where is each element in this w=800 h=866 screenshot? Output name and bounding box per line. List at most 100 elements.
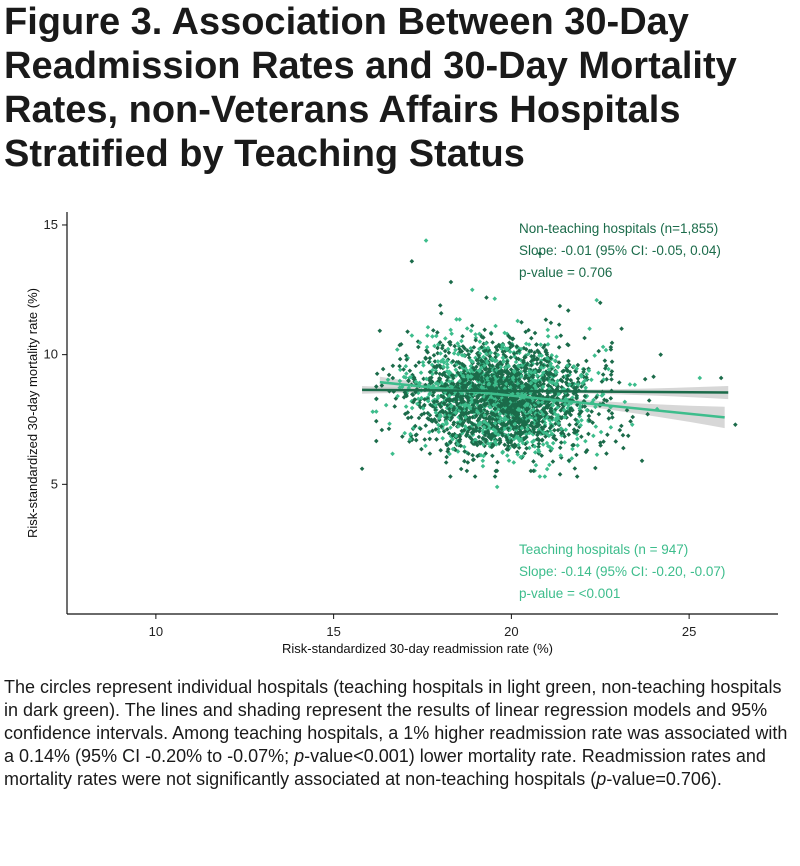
non-teaching-point — [544, 376, 550, 382]
non-teaching-point — [425, 350, 430, 355]
non-teaching-point — [478, 440, 484, 445]
non-teaching-point — [437, 371, 443, 377]
non-teaching-point — [482, 401, 487, 406]
non-teaching-point — [571, 427, 577, 432]
non-teaching-point — [473, 383, 478, 388]
teaching-point — [482, 412, 487, 418]
non-teaching-point — [447, 339, 453, 345]
non-teaching-point — [401, 394, 407, 400]
teaching-point — [502, 405, 508, 410]
non-teaching-point — [405, 415, 411, 421]
non-teaching-point — [457, 434, 463, 439]
teaching-point — [424, 376, 429, 382]
non-teaching-point — [559, 384, 565, 390]
non-teaching-point — [464, 468, 470, 474]
non-teaching-point — [478, 370, 484, 376]
non-teaching-point — [505, 414, 511, 419]
teaching-point — [565, 405, 570, 411]
non-teaching-point — [533, 393, 539, 398]
non-teaching-point — [527, 348, 532, 354]
non-teaching-point — [507, 345, 513, 351]
non-teaching-point — [500, 381, 506, 387]
non-teaching-point — [516, 348, 522, 354]
teaching-point — [495, 432, 501, 437]
non-teaching-point — [440, 343, 446, 348]
non-teaching-point — [476, 374, 481, 379]
non-teaching-point — [487, 366, 492, 372]
non-teaching-point — [584, 358, 589, 364]
non-teaching-point — [517, 424, 523, 430]
non-teaching-point — [469, 436, 474, 442]
teaching-point — [583, 385, 589, 391]
non-teaching-point — [541, 377, 547, 383]
teaching-point — [632, 382, 638, 388]
teaching-point — [494, 358, 499, 363]
non-teaching-point — [530, 424, 535, 430]
points-layer — [359, 238, 738, 490]
non-teaching-point — [448, 417, 453, 422]
non-teaching-point — [581, 367, 587, 372]
non-teaching-point — [430, 403, 435, 409]
non-teaching-point — [490, 442, 496, 447]
teaching-point — [409, 333, 415, 338]
non-teaching-point — [449, 391, 455, 396]
non-teaching-point — [438, 311, 444, 316]
teaching-point — [499, 342, 504, 348]
x-tick-label: 15 — [326, 624, 340, 639]
teaching-point — [444, 405, 450, 411]
non-teaching-point — [512, 404, 518, 410]
teaching-point — [477, 421, 483, 427]
teaching-point — [502, 376, 508, 382]
teaching-point — [458, 403, 463, 408]
teaching-point — [589, 400, 595, 405]
non-teaching-point — [438, 424, 444, 429]
non-teaching-point — [469, 391, 474, 397]
non-teaching-point — [604, 377, 609, 382]
teaching-annotation-line2: Slope: -0.14 (95% CI: -0.20, -0.07) — [519, 564, 725, 579]
non-teaching-point — [466, 398, 472, 404]
teaching-point — [491, 374, 497, 380]
teaching-point — [540, 384, 546, 390]
non-teaching-point — [442, 348, 448, 354]
non-teaching-point — [582, 393, 588, 399]
non-teaching-point — [549, 423, 554, 429]
non-teaching-point — [530, 382, 536, 388]
teaching-point — [552, 358, 558, 364]
non-teaching-point — [609, 377, 614, 382]
teaching-point — [550, 440, 556, 446]
teaching-point — [468, 370, 474, 375]
non-teaching-point — [571, 442, 576, 448]
non-teaching-point — [519, 319, 524, 325]
teaching-point — [405, 355, 411, 361]
non-teaching-point — [511, 351, 517, 357]
non-teaching-point — [545, 393, 550, 399]
non-teaching-point — [514, 356, 519, 361]
teaching-point — [553, 418, 559, 423]
non-teaching-point — [512, 443, 518, 448]
non-teaching-point — [415, 339, 421, 344]
teaching-point — [562, 440, 567, 445]
non-teaching-point — [541, 345, 546, 350]
non-teaching-point — [562, 434, 567, 439]
teaching-point — [493, 376, 499, 382]
non-teaching-point — [536, 429, 542, 435]
non-teaching-point — [536, 414, 542, 420]
non-teaching-point — [452, 343, 458, 349]
teaching-point — [528, 409, 534, 414]
teaching-point — [435, 359, 441, 364]
non-teaching-point — [545, 402, 550, 408]
non-teaching-point — [416, 360, 422, 365]
non-teaching-point — [487, 414, 492, 419]
non-teaching-point — [482, 443, 487, 449]
non-teaching-point — [557, 445, 563, 450]
non-teaching-point — [398, 341, 404, 347]
non-teaching-point — [561, 368, 566, 374]
non-teaching-point — [594, 395, 599, 400]
non-teaching-point — [613, 439, 619, 444]
non-teaching-point — [505, 421, 511, 426]
non-teaching-point — [481, 348, 487, 354]
non-teaching-point — [522, 386, 528, 392]
teaching-point — [547, 395, 552, 401]
non-teaching-point — [434, 363, 440, 369]
non-teaching-point — [493, 468, 499, 474]
